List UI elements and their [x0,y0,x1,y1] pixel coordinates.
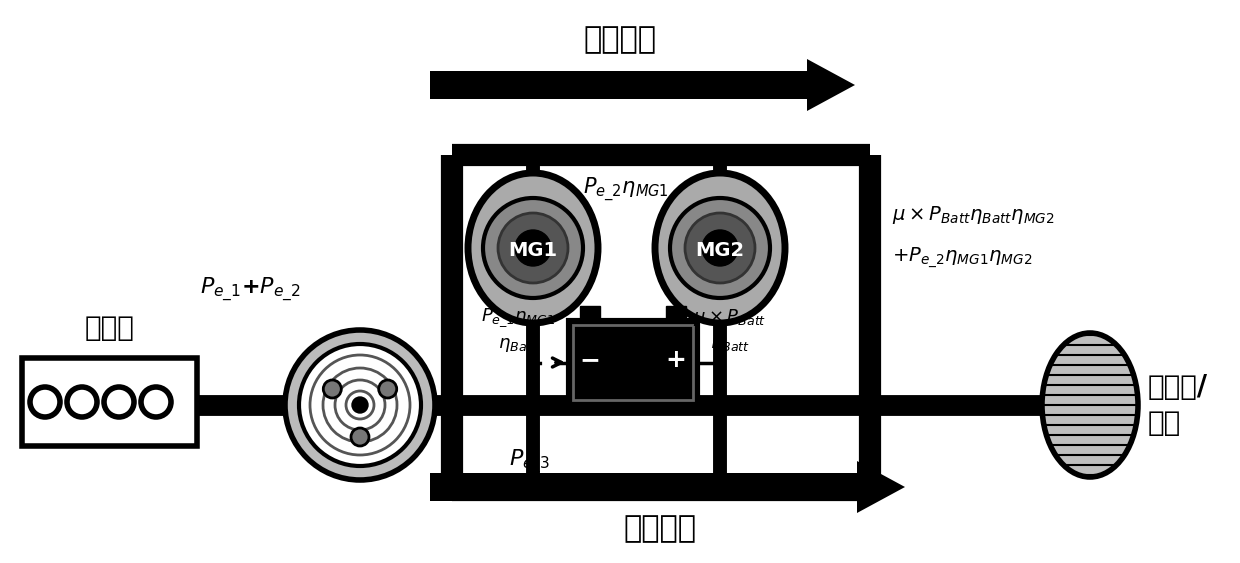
Text: 电能传递: 电能传递 [584,25,656,55]
Ellipse shape [655,173,785,323]
Circle shape [351,428,370,446]
Text: $\mathit{P}_{e\_3}$: $\mathit{P}_{e\_3}$ [510,448,551,476]
Text: MG1: MG1 [508,242,558,261]
Circle shape [484,198,583,298]
Text: +: + [666,348,687,372]
Ellipse shape [1042,333,1138,477]
Circle shape [324,380,341,398]
Text: $\mu\times\mathit{P}_{Batt}\eta_{Batt}\eta_{MG2}$: $\mu\times\mathit{P}_{Batt}\eta_{Batt}\e… [892,204,1055,226]
Polygon shape [430,461,905,513]
Text: 发动机: 发动机 [84,314,134,342]
Circle shape [378,380,397,398]
Text: $\eta_{Batt}$: $\eta_{Batt}$ [711,336,750,354]
Bar [580,306,600,320]
Circle shape [104,387,134,417]
Circle shape [299,344,422,466]
Text: $+\mathit{P}_{e\_2}\eta_{MG1}\eta_{MG2}$: $+\mathit{P}_{e\_2}\eta_{MG1}\eta_{MG2}$ [892,246,1033,270]
Circle shape [141,387,171,417]
Polygon shape [430,59,856,111]
Text: $\mathit{P}_{e\_1}$+$\mathit{P}_{e\_2}$: $\mathit{P}_{e\_1}$+$\mathit{P}_{e\_2}$ [200,276,300,304]
Bar [568,320,698,405]
Text: $\mathit{P}_{e\_1}\eta_{MG1}$: $\mathit{P}_{e\_1}\eta_{MG1}$ [481,306,556,329]
Text: 驱动轴/
车轮: 驱动轴/ 车轮 [1148,373,1208,437]
Circle shape [498,213,568,283]
Circle shape [684,213,755,283]
Ellipse shape [467,173,598,323]
Circle shape [515,230,551,266]
Circle shape [285,330,435,480]
Bar [666,306,686,320]
Bar [22,358,197,446]
Text: 机械传递: 机械传递 [624,515,697,543]
Circle shape [67,387,97,417]
Circle shape [352,397,368,413]
Bar [573,325,693,400]
Text: $\eta_{Batt}$: $\eta_{Batt}$ [498,336,538,354]
Text: $\mathit{P}_{e\_2}\eta_{MG1}$: $\mathit{P}_{e\_2}\eta_{MG1}$ [583,176,668,204]
Text: −: − [579,348,600,372]
Circle shape [702,230,738,266]
Circle shape [670,198,770,298]
Text: MG2: MG2 [696,242,744,261]
Text: $\mu\times\mathit{P}_{Batt}$: $\mu\times\mathit{P}_{Batt}$ [693,307,766,328]
Circle shape [30,387,60,417]
